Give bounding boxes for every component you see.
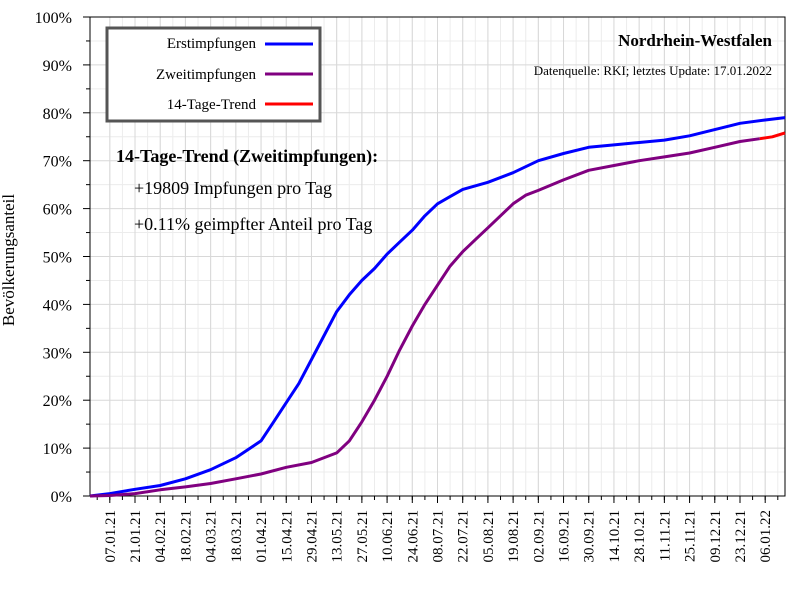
y-tick-label: 30% [43, 345, 72, 362]
y-tick-label: 90% [43, 58, 72, 75]
x-tick-label: 07.01.21 [103, 510, 119, 563]
x-tick-label: 21.01.21 [128, 510, 144, 563]
trend-annotation-title: 14-Tage-Trend (Zweitimpfungen): [116, 146, 378, 167]
x-tick-label: 24.06.21 [405, 510, 421, 563]
legend-label-erstimpfungen: Erstimpfungen [167, 36, 257, 52]
x-axis: 07.01.21 21.01.21 04.02.21 18.02.21 04.03.21… [96, 496, 779, 563]
y-axis-label: Bevölkerungsanteil [0, 194, 18, 326]
y-tick-label: 50% [43, 250, 72, 267]
x-tick-label: 06.01.22 [758, 510, 774, 563]
series-group [89, 116, 786, 498]
x-tick-label: 18.02.21 [178, 510, 194, 563]
y-tick-label: 20% [43, 393, 72, 410]
x-tick-label: 29.04.21 [304, 510, 320, 563]
x-tick-label: 09.12.21 [708, 510, 724, 563]
trend-annotation-line-2: +0.11% geimpfter Anteil pro Tag [134, 214, 372, 234]
x-tick-label: 25.11.21 [683, 510, 699, 562]
series-line-14-tage-trend [759, 131, 786, 141]
x-tick-label: 16.09.21 [557, 510, 573, 563]
y-tick-label: 100% [35, 10, 72, 27]
x-tick-label: 27.05.21 [355, 510, 371, 563]
x-tick-label: 10.06.21 [380, 510, 396, 563]
trend-annotation: 14-Tage-Trend (Zweitimpfungen): +19809 I… [116, 146, 378, 234]
legend-label-zweitimpfungen: Zweitimpfungen [156, 67, 256, 83]
trend-annotation-line-1: +19809 Impfungen pro Tag [134, 178, 332, 198]
chart-subtitle: Datenquelle: RKI; letztes Update: 17.01.… [534, 63, 772, 78]
x-tick-label: 05.08.21 [481, 510, 497, 563]
x-tick-label: 15.04.21 [279, 510, 295, 563]
y-tick-label: 80% [43, 106, 72, 123]
y-tick-label: 60% [43, 202, 72, 219]
x-tick-label: 19.08.21 [506, 510, 522, 563]
x-tick-label: 14.10.21 [607, 510, 623, 563]
chart-title: Nordrhein-Westfalen [618, 31, 772, 50]
y-tick-label: 70% [43, 154, 72, 171]
x-tick-label: 30.09.21 [582, 510, 598, 563]
x-tick-label: 04.02.21 [153, 510, 169, 563]
series-line-zweitimpfungen [89, 137, 761, 498]
x-tick-label: 04.03.21 [204, 510, 220, 563]
x-tick-label: 11.11.21 [657, 510, 673, 561]
series-line-erstimpfungen [89, 116, 786, 498]
y-tick-label: 10% [43, 441, 72, 458]
legend: Erstimpfungen Zweitimpfungen 14-Tage-Tre… [105, 26, 322, 123]
y-tick-label: 40% [43, 297, 72, 314]
x-tick-label: 08.07.21 [431, 510, 447, 563]
x-tick-label: 13.05.21 [330, 510, 346, 563]
x-tick-label: 23.12.21 [733, 510, 749, 563]
x-tick-label: 18.03.21 [229, 510, 245, 563]
x-tick-label: 28.10.21 [632, 510, 648, 563]
x-tick-label: 02.09.21 [531, 510, 547, 563]
legend-label-trend: 14-Tage-Trend [167, 97, 257, 113]
x-tick-label: 01.04.21 [254, 510, 270, 563]
y-tick-label: 0% [51, 489, 72, 506]
x-tick-label: 22.07.21 [456, 510, 472, 563]
y-axis: 0% 10% 20% 30% 40% 50% 60% 70% 80% 90% 100% [35, 10, 90, 506]
